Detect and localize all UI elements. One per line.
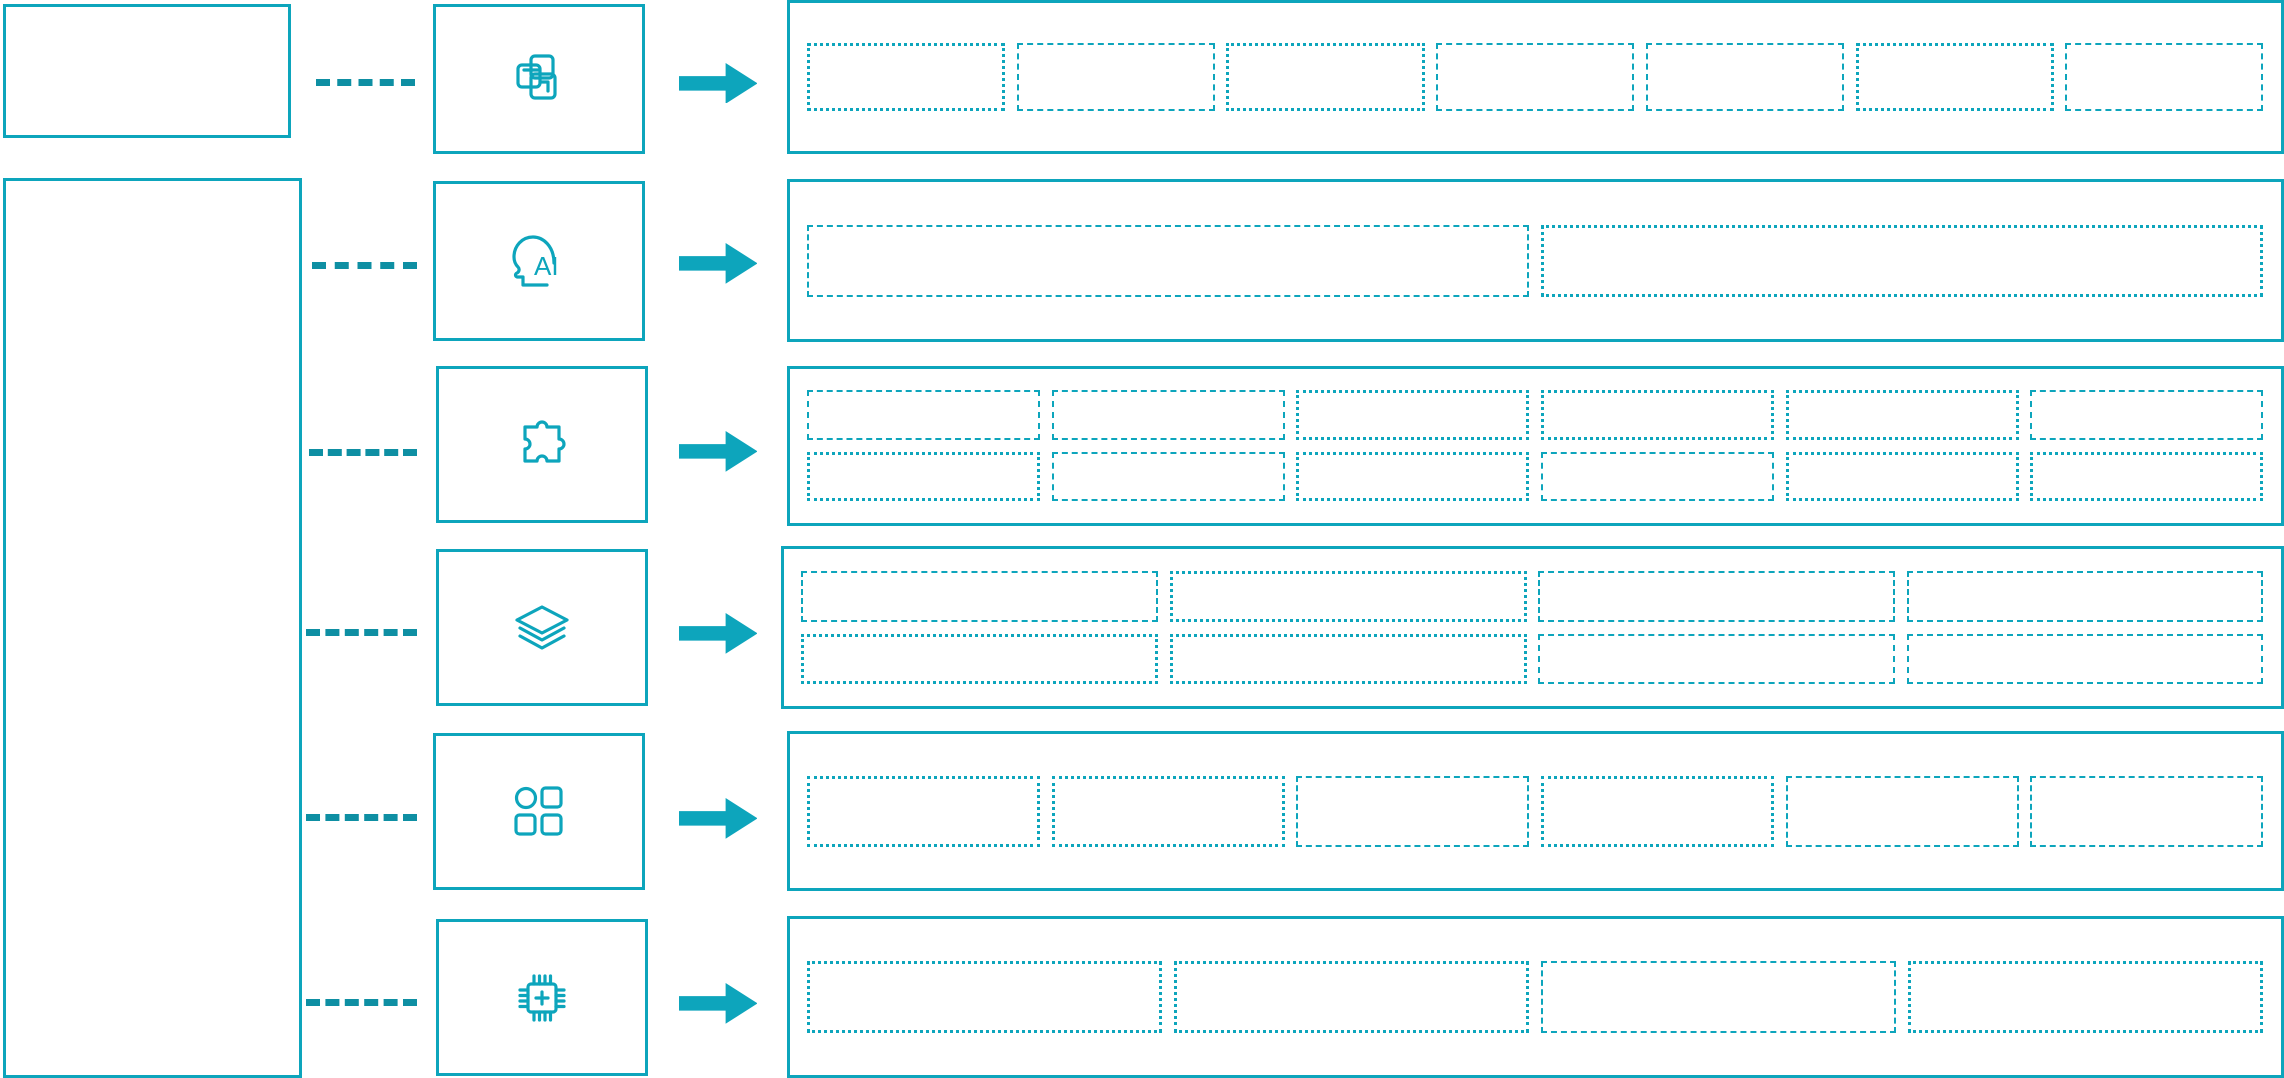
row-4-panel: [780, 546, 2284, 710]
row-1-panel: [786, 0, 2284, 155]
row-3-slot[interactable]: [1051, 390, 1285, 440]
connector-1: [316, 78, 416, 86]
row-4-slot[interactable]: [1538, 633, 1895, 685]
row-6-slot[interactable]: [1541, 961, 1897, 1033]
row-5-panel: [786, 731, 2284, 892]
row-2-arrow-right-icon: [678, 243, 758, 285]
row-3-slot[interactable]: [1051, 451, 1285, 502]
connector-6: [305, 999, 417, 1007]
connector-3: [308, 448, 417, 456]
row-1-slot[interactable]: [807, 43, 1006, 112]
grid-dashboard-icon: [513, 785, 565, 837]
layers-stack-icon: [512, 602, 572, 654]
row-3-slot[interactable]: [1296, 451, 1530, 502]
row-5-slot[interactable]: [1785, 775, 2019, 847]
row-4-slot[interactable]: [1538, 571, 1895, 622]
row-4-slot[interactable]: [1906, 571, 2264, 622]
row-3-slot[interactable]: [1296, 390, 1530, 440]
chip-plus-icon: [513, 969, 571, 1027]
row-6-slot-row: [790, 961, 2281, 1033]
row-2-slot-row: [790, 224, 2281, 297]
top-left-box[interactable]: [2, 4, 292, 139]
row-5-slot[interactable]: [1541, 775, 1775, 847]
row-4-slot[interactable]: [1169, 633, 1527, 685]
row-5-slot-row: [790, 775, 2281, 847]
row-3-slot[interactable]: [807, 390, 1041, 440]
row-5-slot[interactable]: [807, 775, 1041, 847]
row-3-arrow-right-icon: [678, 431, 758, 472]
row-6-panel: [786, 916, 2284, 1078]
row-1-arrow-right-icon: [678, 62, 758, 104]
row-3-slot-row: [790, 451, 2281, 502]
puzzle-piece-icon: [513, 415, 571, 473]
connector-5: [305, 814, 417, 822]
row-1-slot-row: [790, 43, 2281, 112]
row-4-slot[interactable]: [801, 571, 1159, 622]
row-4-slot-row: [784, 571, 2281, 622]
connector-2: [311, 262, 417, 270]
row-6-slot[interactable]: [807, 961, 1163, 1033]
row-5-slot[interactable]: [1296, 775, 1530, 847]
row-5-slot[interactable]: [2030, 775, 2264, 847]
row-3-slot-row: [790, 390, 2281, 440]
row-6-slot[interactable]: [1908, 961, 2264, 1033]
connector-4: [305, 629, 417, 637]
row-3-slot[interactable]: [2030, 451, 2264, 502]
row-3-panel: [786, 365, 2284, 526]
row-2-icon-card[interactable]: AI: [432, 180, 646, 341]
row-1-slot[interactable]: [1016, 43, 1215, 112]
row-6-icon-card[interactable]: [435, 919, 649, 1077]
overlapping-windows-icon: [509, 49, 569, 109]
ai-head-icon: AI: [507, 229, 571, 293]
row-4-arrow-right-icon: [678, 613, 758, 655]
row-3-slot[interactable]: [1541, 451, 1775, 502]
row-1-icon-card[interactable]: [432, 4, 646, 155]
row-1-slot[interactable]: [1226, 43, 1425, 112]
row-2-slot[interactable]: [1541, 224, 2264, 297]
row-3-slot[interactable]: [807, 451, 1041, 502]
row-1-slot[interactable]: [1436, 43, 1635, 112]
row-5-icon-card[interactable]: [432, 732, 646, 890]
row-1-slot[interactable]: [1645, 43, 1844, 112]
row-5-slot[interactable]: [1051, 775, 1285, 847]
row-1-slot[interactable]: [1855, 43, 2054, 112]
row-4-icon-card[interactable]: [435, 549, 649, 707]
row-4-slot-row: [784, 633, 2281, 685]
row-3-icon-card[interactable]: [435, 365, 649, 523]
row-5-arrow-right-icon: [678, 798, 758, 840]
row-4-slot[interactable]: [801, 633, 1159, 685]
row-4-slot[interactable]: [1169, 571, 1527, 622]
bottom-left-box[interactable]: [2, 177, 302, 1078]
row-1-slot[interactable]: [2065, 43, 2264, 112]
row-4-slot[interactable]: [1906, 633, 2264, 685]
row-6-arrow-right-icon: [678, 983, 758, 1024]
row-3-slot[interactable]: [1541, 390, 1775, 440]
row-3-slot[interactable]: [1785, 451, 2019, 502]
row-3-slot[interactable]: [1785, 390, 2019, 440]
svg-text:AI: AI: [534, 251, 559, 281]
row-2-slot[interactable]: [807, 224, 1530, 297]
row-6-slot[interactable]: [1174, 961, 1530, 1033]
row-3-slot[interactable]: [2030, 390, 2264, 440]
row-2-panel: [786, 179, 2284, 343]
